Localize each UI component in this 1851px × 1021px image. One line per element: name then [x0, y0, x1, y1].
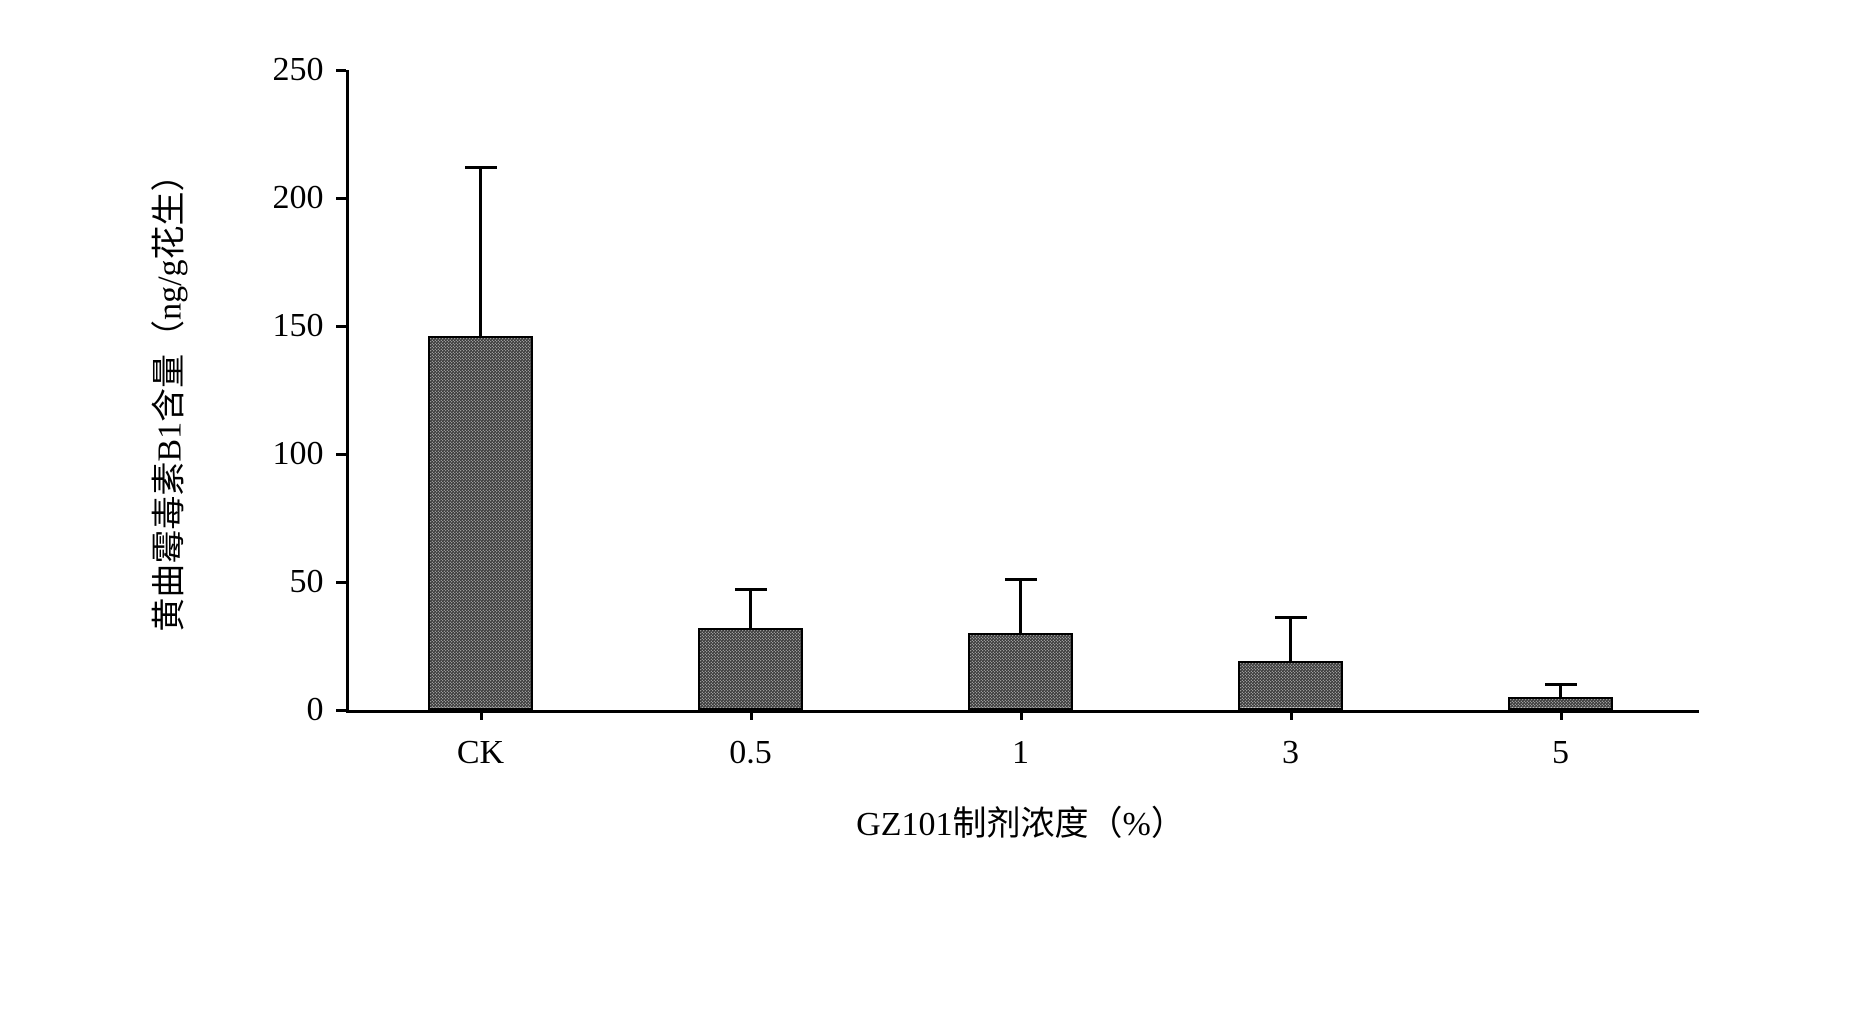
- y-tick: [336, 453, 346, 456]
- x-tick-label: 3: [1282, 734, 1299, 772]
- error-bar-cap: [1545, 683, 1577, 686]
- y-axis-label: 黄曲霉毒素B1含量（ng/g花生）: [141, 95, 190, 695]
- x-tick: [750, 710, 753, 720]
- x-tick-label: 0.5: [729, 734, 772, 772]
- bar: [428, 336, 533, 710]
- y-tick: [336, 69, 346, 72]
- y-tick: [336, 709, 346, 712]
- error-bar-cap: [1275, 616, 1307, 619]
- x-tick-label: 1: [1012, 734, 1029, 772]
- bar: [1508, 697, 1613, 710]
- plot-area: [346, 70, 1699, 713]
- error-bar: [1289, 618, 1292, 662]
- error-bar: [1559, 684, 1562, 697]
- y-tick: [336, 581, 346, 584]
- error-bar: [479, 167, 482, 336]
- error-bar: [1019, 579, 1022, 633]
- x-tick: [1290, 710, 1293, 720]
- x-tick-label: 5: [1552, 734, 1569, 772]
- y-tick: [336, 197, 346, 200]
- bar: [1238, 661, 1343, 710]
- bar: [968, 633, 1073, 710]
- x-axis-label: GZ101制剂浓度（%）: [856, 796, 1185, 845]
- x-tick: [1560, 710, 1563, 720]
- bar: [698, 628, 803, 710]
- x-tick-label: CK: [457, 734, 504, 772]
- x-tick: [480, 710, 483, 720]
- y-tick: [336, 325, 346, 328]
- y-tick-label: 0: [126, 691, 324, 729]
- bar-chart: 050100150200250黄曲霉毒素B1含量（ng/g花生）CK0.5135…: [126, 40, 1726, 860]
- error-bar: [749, 590, 752, 628]
- error-bar-cap: [1005, 578, 1037, 581]
- error-bar-cap: [735, 588, 767, 591]
- y-tick-label: 250: [126, 51, 324, 89]
- x-tick: [1020, 710, 1023, 720]
- error-bar-cap: [465, 166, 497, 169]
